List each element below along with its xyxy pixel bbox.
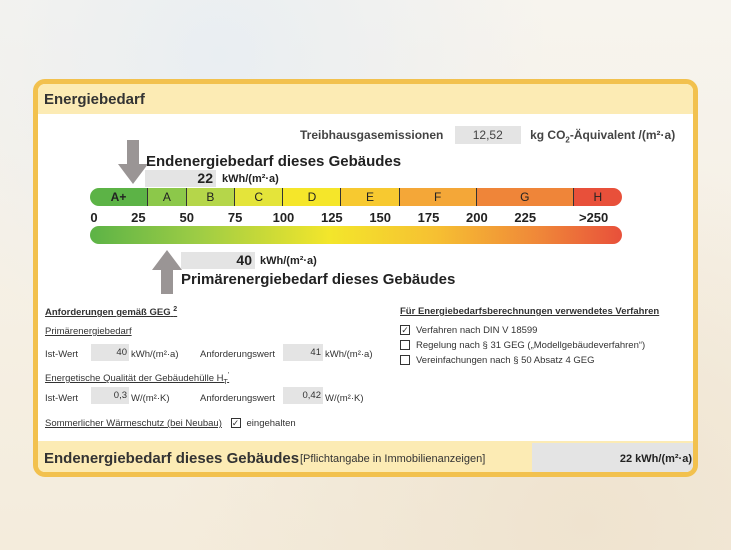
emissions-row: Treibhausgasemissionen 12,52 kg CO2-Äqui… (300, 126, 675, 144)
scale-tick: 25 (131, 210, 146, 225)
envelope-ist-label: Ist-Wert (45, 393, 79, 404)
envelope-anf-value: 0,42 (283, 387, 323, 404)
envelope-requirement-title: Energetische Qualität der Gebäudehülle H… (45, 372, 230, 387)
emissions-unit: kg CO2-Äquivalent /(m²·a) (530, 128, 676, 145)
energy-class-g: G (476, 188, 574, 206)
method-title: Für Energiebedarfsberechnungen verwendet… (400, 306, 660, 317)
summer-protection-label: Sommerlicher Wärmeschutz (bei Neubau) (45, 418, 222, 429)
scale-tick: 200 (466, 210, 488, 225)
primary-ist-value: 40 (91, 344, 129, 361)
method-option-label: Verfahren nach DIN V 18599 (416, 325, 538, 336)
primary-anf-unit: kWh/(m²·a) (325, 349, 373, 360)
primary-ist-unit: kWh/(m²·a) (131, 349, 179, 360)
primary-energy-arrow-icon (152, 250, 182, 294)
method-options: ✓ Verfahren nach DIN V 18599 Regelung nach… (400, 321, 645, 366)
envelope-anf-unit: W/(m²·K) (325, 393, 364, 404)
scale-tick: 225 (514, 210, 537, 225)
envelope-ist-value: 0,3 (91, 387, 129, 404)
envelope-ist-unit: W/(m²·K) (131, 393, 170, 404)
scale-tick: 125 (320, 210, 343, 225)
scale-tick: 150 (369, 210, 392, 225)
energy-gradient-bar (90, 226, 622, 244)
primary-requirement-title: Primärenergiebedarf (45, 326, 132, 337)
primary-anf-value: 41 (283, 344, 323, 361)
primary-energy-unit: kWh/(m²·a) (260, 255, 317, 267)
footer-value: 22 kWh/(m²·a) (532, 443, 693, 472)
energy-certificate-card: Energiebedarf Treibhausgasemissionen 12,… (33, 79, 698, 477)
method-option-label: Vereinfachungen nach § 50 Absatz 4 GEG (416, 355, 595, 366)
scale-tick: 100 (272, 210, 295, 225)
energy-class-a: A (148, 188, 187, 206)
energy-class-b: B (186, 188, 236, 206)
end-energy-value: 22 (145, 170, 216, 187)
energy-class-h: H (573, 188, 622, 206)
method-option: Regelung nach § 31 GEG („Modellgebäudeve… (400, 340, 645, 351)
method-option: Vereinfachungen nach § 50 Absatz 4 GEG (400, 355, 645, 366)
scale-ticks: 0 25 50 75 100 125 150 175 200 225 >250 (90, 210, 622, 226)
energy-class-d: D (283, 188, 342, 206)
scale-tick: 75 (227, 210, 243, 225)
energy-class-f: F (399, 188, 477, 206)
energy-class-bar: A+ A B C D E F G H (90, 188, 622, 206)
primary-energy-value: 40 (181, 252, 255, 269)
summer-protection-status: eingehalten (246, 418, 296, 429)
method-checkbox[interactable] (400, 355, 410, 366)
energy-class-e: E (341, 188, 400, 206)
scale-tick: 0 (90, 210, 98, 225)
end-energy-arrow-icon (118, 140, 148, 184)
energy-class-c: C (235, 188, 284, 206)
emissions-value: 12,52 (454, 126, 521, 144)
primary-energy-label: Primärenergiebedarf dieses Gebäudes (181, 271, 456, 288)
emissions-label: Treibhausgasemissionen (300, 128, 444, 142)
scale-tick: 50 (179, 210, 194, 225)
primary-anf-label: Anforderungswert (200, 349, 275, 360)
method-option: ✓ Verfahren nach DIN V 18599 (400, 325, 645, 336)
end-energy-label: Endenergiebedarf dieses Gebäudes (146, 153, 402, 170)
method-option-label: Regelung nach § 31 GEG („Modellgebäudeve… (416, 340, 646, 351)
scale-tick: 175 (417, 210, 440, 225)
card-title: Energiebedarf (44, 91, 145, 108)
method-checkbox[interactable]: ✓ (400, 325, 410, 336)
method-checkbox[interactable] (400, 340, 410, 351)
energy-class-a-plus: A+ (90, 188, 149, 206)
envelope-anf-label: Anforderungswert (200, 393, 275, 404)
footer-label: Endenergiebedarf dieses Gebäudes (44, 450, 300, 467)
summer-protection-checkbox[interactable]: ✓ (230, 418, 241, 429)
end-energy-unit: kWh/(m²·a) (222, 173, 279, 185)
footer-note: [Pflichtangabe in Immobilienanzeigen] (300, 453, 486, 465)
footer-band: Endenergiebedarf dieses Gebäudes [Pflich… (38, 441, 693, 472)
card-header: Energiebedarf (38, 84, 693, 114)
summer-protection-row: Sommerlicher Wärmeschutz (bei Neubau) ✓ e… (45, 418, 296, 429)
primary-ist-label: Ist-Wert (45, 349, 79, 360)
scale-tick: >250 (578, 210, 609, 225)
requirements-title: Anforderungen gemäß GEG 2 (45, 306, 178, 319)
